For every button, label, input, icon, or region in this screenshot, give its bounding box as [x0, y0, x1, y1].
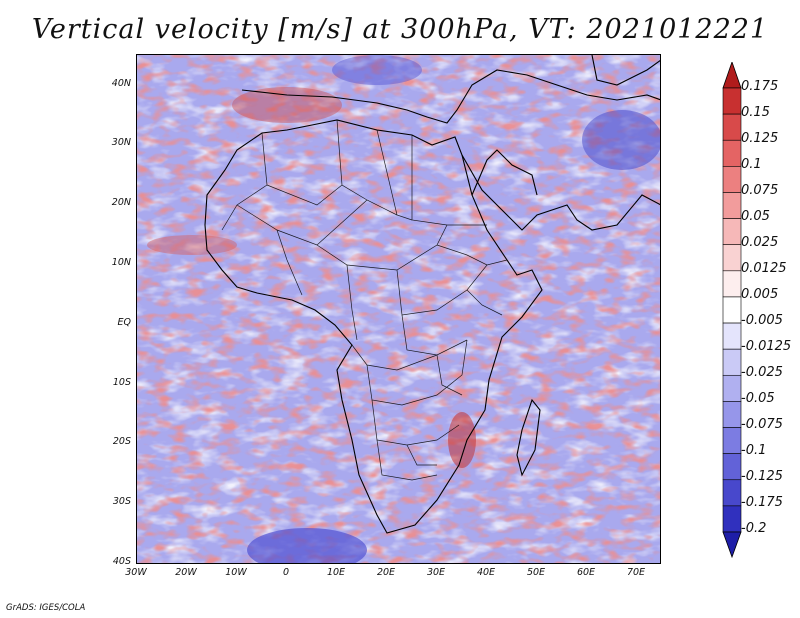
ascent-patch	[448, 412, 476, 468]
colorbar-label: 0.15	[741, 105, 770, 120]
lat-label-20s: 20S	[112, 436, 131, 447]
lat-label-20n: 20N	[111, 197, 131, 208]
lon-label-70e: 70E	[626, 567, 646, 578]
colorbar-label: 0.175	[741, 79, 779, 94]
lon-label-20e: 20E	[376, 567, 396, 578]
colorbar-label: -0.025	[741, 365, 783, 380]
colorbar-label: -0.075	[741, 417, 783, 432]
colorbar-swatch	[722, 505, 742, 533]
colorbar-swatch	[722, 244, 742, 272]
colorbar-swatch	[722, 270, 742, 298]
colorbar-swatch	[722, 348, 742, 376]
colorbar-label: 0.075	[741, 183, 779, 198]
colorbar-label: -0.175	[741, 495, 783, 510]
colorbar-swatch	[722, 113, 742, 141]
lon-label-10w: 10W	[225, 567, 247, 578]
colorbar-label: -0.005	[741, 313, 783, 328]
ascent-patch	[147, 235, 237, 255]
colorbar-label: 0.0125	[741, 261, 787, 276]
descent-patch	[582, 110, 660, 170]
colorbar-label: 0.1	[741, 157, 762, 172]
lat-label-eq: EQ	[117, 317, 131, 328]
lon-label-50e: 50E	[526, 567, 546, 578]
colorbar-swatch	[722, 296, 742, 324]
lat-label-30n: 30N	[111, 137, 131, 148]
coastlines	[204, 55, 660, 534]
colorbar-swatch	[722, 166, 742, 193]
lon-label-30w: 30W	[125, 567, 147, 578]
country-borders	[221, 119, 508, 481]
lat-label-40s: 40S	[112, 556, 131, 567]
colorbar-swatch	[722, 192, 742, 219]
colorbar-label: 0.025	[741, 235, 779, 250]
lat-label-10n: 10N	[111, 257, 131, 268]
colorbar-swatch	[722, 87, 742, 115]
colorbar-swatch	[722, 453, 742, 481]
lon-label-20w: 20W	[175, 567, 197, 578]
lat-label-30s: 30S	[112, 496, 131, 507]
lon-label-30e: 30E	[426, 567, 446, 578]
descent-patch	[247, 528, 367, 563]
colorbar-label: 0.005	[741, 287, 779, 302]
chart-title: Vertical velocity [m/s] at 300hPa, VT: 2…	[31, 14, 769, 45]
lon-label-40e: 40E	[476, 567, 496, 578]
colorbar-label: -0.2	[741, 521, 767, 536]
lon-label-10e: 10E	[326, 567, 346, 578]
lat-label-40n: 40N	[111, 78, 131, 89]
grads-credit: GrADS: IGES/COLA	[6, 603, 86, 613]
colorbar-swatch	[722, 139, 742, 167]
lon-label-0: 0	[282, 567, 290, 578]
lat-label-10s: 10S	[112, 377, 131, 388]
colorbar	[722, 62, 742, 558]
colorbar-top-arrow	[722, 62, 742, 89]
colorbar-label: -0.1	[741, 443, 767, 458]
colorbar-bottom-arrow	[722, 531, 742, 558]
colorbar-swatch	[722, 401, 742, 428]
colorbar-swatch	[722, 427, 742, 454]
field-ascent-texture	[137, 55, 660, 563]
ascent-patch	[232, 87, 342, 123]
colorbar-label: -0.125	[741, 469, 783, 484]
colorbar-swatch	[722, 374, 742, 402]
colorbar-label: 0.05	[741, 209, 770, 224]
map-plot-area[interactable]	[136, 54, 661, 564]
velocity-field	[137, 55, 660, 563]
colorbar-label: 0.125	[741, 131, 779, 146]
colorbar-label: -0.05	[741, 391, 775, 406]
descent-patch	[332, 55, 422, 85]
colorbar-swatch	[722, 218, 742, 246]
lon-label-60e: 60E	[576, 567, 596, 578]
colorbar-label: -0.0125	[741, 339, 792, 354]
colorbar-swatch	[722, 479, 742, 507]
colorbar-swatch	[722, 322, 742, 350]
